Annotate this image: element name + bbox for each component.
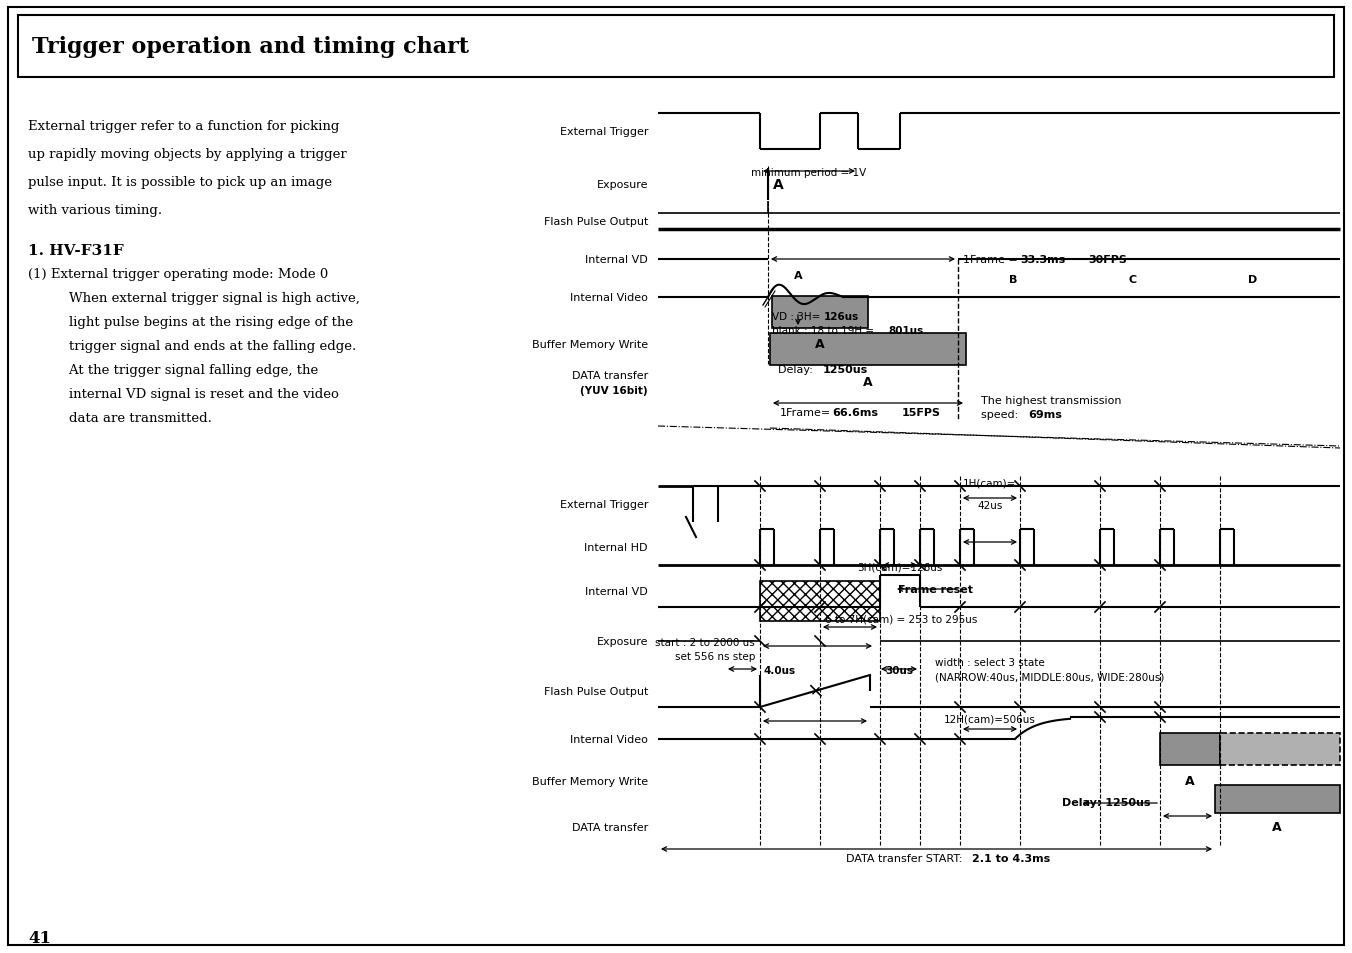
Text: 30us: 30us	[886, 665, 913, 676]
Text: Buffer Memory Write: Buffer Memory Write	[531, 339, 648, 350]
Text: (YUV 16bit): (YUV 16bit)	[580, 386, 648, 395]
Text: External Trigger: External Trigger	[560, 127, 648, 137]
Text: 1. HV-F31F: 1. HV-F31F	[28, 244, 124, 257]
Text: 2.1 to 4.3ms: 2.1 to 4.3ms	[972, 853, 1051, 863]
Text: When external trigger signal is high active,: When external trigger signal is high act…	[51, 292, 360, 305]
Text: (NARROW:40us, MIDDLE:80us, WIDE:280us): (NARROW:40us, MIDDLE:80us, WIDE:280us)	[936, 671, 1164, 681]
Text: A: A	[1186, 775, 1195, 788]
Text: 1Frame=: 1Frame=	[780, 408, 831, 417]
Text: 6 to 7H(cam) = 253 to 295us: 6 to 7H(cam) = 253 to 295us	[825, 614, 977, 623]
Text: D: D	[1248, 274, 1257, 285]
Text: minimum period = 1V: minimum period = 1V	[752, 168, 867, 178]
Text: Flash Pulse Output: Flash Pulse Output	[544, 216, 648, 227]
Bar	[1220, 733, 1340, 765]
Bar	[772, 296, 868, 329]
Text: 33.3ms: 33.3ms	[1019, 254, 1065, 265]
Text: 42us: 42us	[977, 500, 1003, 511]
Text: 1250us: 1250us	[823, 365, 868, 375]
Text: blank : 18 to 19H =: blank : 18 to 19H =	[772, 326, 877, 335]
Text: External trigger refer to a function for picking: External trigger refer to a function for…	[28, 120, 339, 132]
Text: A: A	[1272, 821, 1282, 834]
Bar	[1215, 785, 1340, 813]
Text: Delay:: Delay:	[777, 365, 817, 375]
Text: set 556 ns step: set 556 ns step	[675, 651, 754, 661]
Text: Internal HD: Internal HD	[584, 542, 648, 553]
Text: 12H(cam)=506us: 12H(cam)=506us	[944, 714, 1036, 724]
Text: 1Frame =: 1Frame =	[963, 254, 1021, 265]
Text: A: A	[794, 271, 802, 281]
Bar	[771, 334, 965, 366]
Text: A: A	[773, 178, 784, 192]
Text: 41: 41	[28, 929, 51, 946]
Text: trigger signal and ends at the falling edge.: trigger signal and ends at the falling e…	[51, 339, 356, 353]
Bar	[18, 16, 1334, 78]
Text: At the trigger signal falling edge, the: At the trigger signal falling edge, the	[51, 364, 318, 376]
Text: 801us: 801us	[888, 326, 923, 335]
Text: 3H(cam)=126us: 3H(cam)=126us	[857, 561, 942, 572]
Text: Internal VD: Internal VD	[585, 586, 648, 597]
Text: up rapidly moving objects by applying a trigger: up rapidly moving objects by applying a …	[28, 148, 346, 161]
Text: width : select 3 state: width : select 3 state	[936, 658, 1045, 667]
Text: 15FPS: 15FPS	[902, 408, 941, 417]
Text: A: A	[863, 375, 873, 388]
Text: with various timing.: with various timing.	[28, 204, 162, 216]
Bar	[1160, 733, 1220, 765]
Text: 66.6ms: 66.6ms	[831, 408, 877, 417]
Text: Exposure: Exposure	[596, 637, 648, 646]
Text: 1H(cam)=: 1H(cam)=	[964, 478, 1017, 489]
Bar	[760, 581, 880, 621]
Text: Frame reset: Frame reset	[898, 584, 973, 595]
Text: Flash Pulse Output: Flash Pulse Output	[544, 686, 648, 697]
Text: A: A	[815, 338, 825, 351]
Text: Trigger operation and timing chart: Trigger operation and timing chart	[32, 36, 469, 58]
Text: 4.0us: 4.0us	[764, 665, 796, 676]
Text: C: C	[1129, 274, 1137, 285]
Text: Delay: 1250us: Delay: 1250us	[1061, 797, 1151, 807]
Text: DATA transfer: DATA transfer	[572, 822, 648, 832]
Text: External Trigger: External Trigger	[560, 499, 648, 510]
Text: VD : 3H=: VD : 3H=	[772, 312, 821, 322]
Text: 30FPS: 30FPS	[1088, 254, 1126, 265]
Text: Internal Video: Internal Video	[571, 293, 648, 303]
Text: Internal Video: Internal Video	[571, 734, 648, 744]
Text: light pulse begins at the rising edge of the: light pulse begins at the rising edge of…	[51, 315, 353, 329]
Text: pulse input. It is possible to pick up an image: pulse input. It is possible to pick up a…	[28, 175, 333, 189]
Text: DATA transfer: DATA transfer	[572, 371, 648, 380]
Text: speed:: speed:	[982, 410, 1022, 419]
Text: data are transmitted.: data are transmitted.	[51, 412, 212, 424]
Text: 126us: 126us	[823, 312, 860, 322]
Text: Buffer Memory Write: Buffer Memory Write	[531, 776, 648, 786]
Text: Exposure: Exposure	[596, 180, 648, 190]
Text: Internal VD: Internal VD	[585, 254, 648, 265]
Text: (1) External trigger operating mode: Mode 0: (1) External trigger operating mode: Mod…	[28, 268, 329, 281]
Text: internal VD signal is reset and the video: internal VD signal is reset and the vide…	[51, 388, 339, 400]
Text: B: B	[1009, 274, 1017, 285]
Text: DATA transfer START:: DATA transfer START:	[846, 853, 965, 863]
Text: 69ms: 69ms	[1028, 410, 1061, 419]
Text: start : 2 to 2000 us: start : 2 to 2000 us	[656, 638, 754, 647]
Text: The highest transmission: The highest transmission	[982, 395, 1122, 406]
